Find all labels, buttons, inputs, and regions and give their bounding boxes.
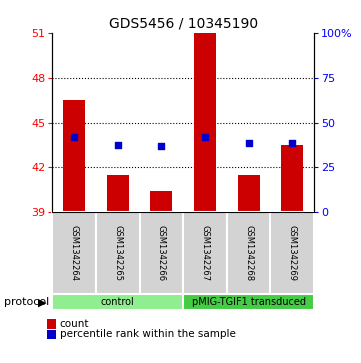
Bar <box>140 212 183 294</box>
Title: GDS5456 / 10345190: GDS5456 / 10345190 <box>109 16 258 30</box>
Point <box>158 144 164 150</box>
Text: protocol: protocol <box>4 297 49 307</box>
Point <box>290 140 295 146</box>
Bar <box>183 294 314 310</box>
Text: percentile rank within the sample: percentile rank within the sample <box>60 329 235 339</box>
Text: GSM1342266: GSM1342266 <box>157 225 166 281</box>
Text: GSM1342269: GSM1342269 <box>288 225 297 281</box>
Text: GSM1342265: GSM1342265 <box>113 225 122 281</box>
Text: pMIG-TGIF1 transduced: pMIG-TGIF1 transduced <box>192 297 306 307</box>
Bar <box>227 212 270 294</box>
Text: GSM1342268: GSM1342268 <box>244 225 253 281</box>
Bar <box>194 33 216 212</box>
Text: GSM1342264: GSM1342264 <box>70 225 79 281</box>
Bar <box>52 294 183 310</box>
Bar <box>270 212 314 294</box>
Point <box>115 142 121 148</box>
Point <box>202 135 208 140</box>
Text: control: control <box>101 297 135 307</box>
Text: ▶: ▶ <box>38 297 47 307</box>
Bar <box>151 191 172 212</box>
Text: count: count <box>60 319 89 329</box>
Bar <box>52 212 96 294</box>
Bar <box>63 100 85 212</box>
Point <box>246 140 252 146</box>
Bar <box>107 175 129 212</box>
Bar <box>183 212 227 294</box>
Bar <box>281 145 303 212</box>
Text: GSM1342267: GSM1342267 <box>200 225 209 281</box>
Point <box>71 135 77 140</box>
Bar <box>96 212 140 294</box>
Bar <box>238 175 260 212</box>
